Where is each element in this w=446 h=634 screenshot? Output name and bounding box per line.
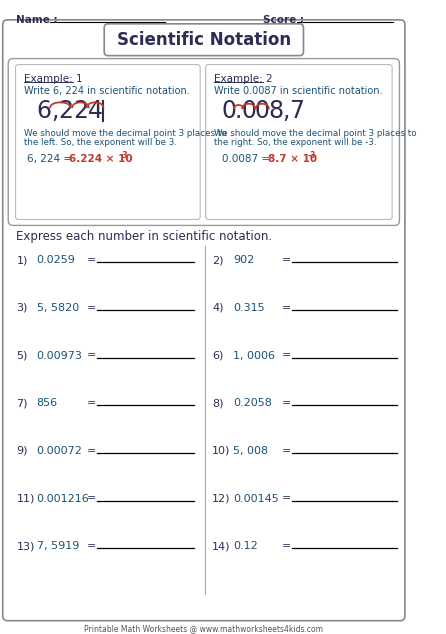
Text: 9): 9) — [17, 446, 28, 456]
Text: Score :: Score : — [263, 15, 304, 25]
Text: .: . — [235, 100, 242, 123]
Text: 12): 12) — [212, 493, 231, 503]
Text: 0.00973: 0.00973 — [37, 351, 83, 361]
Text: =: = — [87, 493, 96, 503]
Text: 0.2058: 0.2058 — [233, 398, 272, 408]
Text: 8: 8 — [268, 100, 284, 123]
Text: =: = — [87, 351, 96, 361]
Text: 1): 1) — [17, 256, 28, 265]
Text: =: = — [281, 398, 291, 408]
Text: 8.7 × 10: 8.7 × 10 — [268, 154, 317, 164]
Text: the left. So, the exponent will be 3.: the left. So, the exponent will be 3. — [24, 138, 177, 147]
Text: Name :: Name : — [17, 15, 58, 25]
Text: 0: 0 — [255, 100, 270, 123]
Text: 7): 7) — [17, 398, 28, 408]
FancyBboxPatch shape — [104, 24, 303, 56]
FancyBboxPatch shape — [206, 65, 392, 219]
Text: 0.0259: 0.0259 — [37, 256, 75, 265]
Text: We should move the decimal point 3 places to: We should move the decimal point 3 place… — [214, 129, 417, 138]
Text: =: = — [281, 446, 291, 456]
FancyBboxPatch shape — [8, 58, 400, 226]
Text: 5): 5) — [17, 351, 28, 361]
Text: 0: 0 — [241, 100, 256, 123]
Text: the right. So, the exponent will be -3.: the right. So, the exponent will be -3. — [214, 138, 376, 147]
Text: 856: 856 — [37, 398, 58, 408]
Text: =: = — [87, 398, 96, 408]
Text: 0.12: 0.12 — [233, 541, 258, 551]
Text: 5, 008: 5, 008 — [233, 446, 268, 456]
Text: 0.00145: 0.00145 — [233, 493, 279, 503]
Text: ,: , — [282, 100, 290, 123]
Text: 4: 4 — [87, 100, 103, 123]
Text: =: = — [87, 256, 96, 265]
Text: Express each number in scientific notation.: Express each number in scientific notati… — [17, 230, 273, 243]
Text: 6.224 × 10: 6.224 × 10 — [70, 154, 133, 164]
Text: Example: 2: Example: 2 — [214, 74, 273, 84]
Text: 6): 6) — [212, 351, 223, 361]
FancyBboxPatch shape — [16, 65, 200, 219]
Text: =: = — [281, 256, 291, 265]
Text: 0: 0 — [221, 100, 236, 123]
Text: =: = — [281, 541, 291, 551]
Text: 11): 11) — [17, 493, 35, 503]
Text: =: = — [87, 541, 96, 551]
Text: =: = — [87, 446, 96, 456]
Text: 2: 2 — [73, 100, 88, 123]
Text: 7, 5919: 7, 5919 — [37, 541, 79, 551]
Text: 0.00072: 0.00072 — [37, 446, 83, 456]
Text: 14): 14) — [212, 541, 231, 551]
Text: Example: 1: Example: 1 — [24, 74, 83, 84]
Text: We should move the decimal point 3 places to: We should move the decimal point 3 place… — [24, 129, 227, 138]
Text: 10): 10) — [212, 446, 231, 456]
Text: =: = — [87, 303, 96, 313]
Text: =: = — [281, 351, 291, 361]
Text: Write 6, 224 in scientific notation.: Write 6, 224 in scientific notation. — [24, 86, 190, 96]
Text: -3: -3 — [307, 151, 315, 160]
Text: 1, 0006: 1, 0006 — [233, 351, 275, 361]
Text: 5, 5820: 5, 5820 — [37, 303, 79, 313]
Text: Write 0.0087 in scientific notation.: Write 0.0087 in scientific notation. — [214, 86, 382, 96]
Text: 0.001216: 0.001216 — [37, 493, 89, 503]
Text: =: = — [281, 493, 291, 503]
Text: 3): 3) — [17, 303, 28, 313]
Text: 6: 6 — [37, 100, 51, 123]
Text: Scientific Notation: Scientific Notation — [117, 30, 291, 49]
Text: 902: 902 — [233, 256, 254, 265]
Text: 0.0087 =: 0.0087 = — [222, 154, 273, 164]
Text: 7: 7 — [289, 100, 304, 123]
Text: 2: 2 — [58, 100, 73, 123]
Text: =: = — [281, 303, 291, 313]
Text: 4): 4) — [212, 303, 223, 313]
Text: 8): 8) — [212, 398, 223, 408]
Text: 3: 3 — [122, 151, 127, 160]
Text: 2): 2) — [212, 256, 223, 265]
Text: ,: , — [51, 100, 58, 123]
Text: Printable Math Worksheets @ www.mathworksheets4kids.com: Printable Math Worksheets @ www.mathwork… — [84, 624, 323, 633]
Text: 0.315: 0.315 — [233, 303, 265, 313]
Text: 13): 13) — [17, 541, 35, 551]
Text: 6, 224 =: 6, 224 = — [27, 154, 76, 164]
